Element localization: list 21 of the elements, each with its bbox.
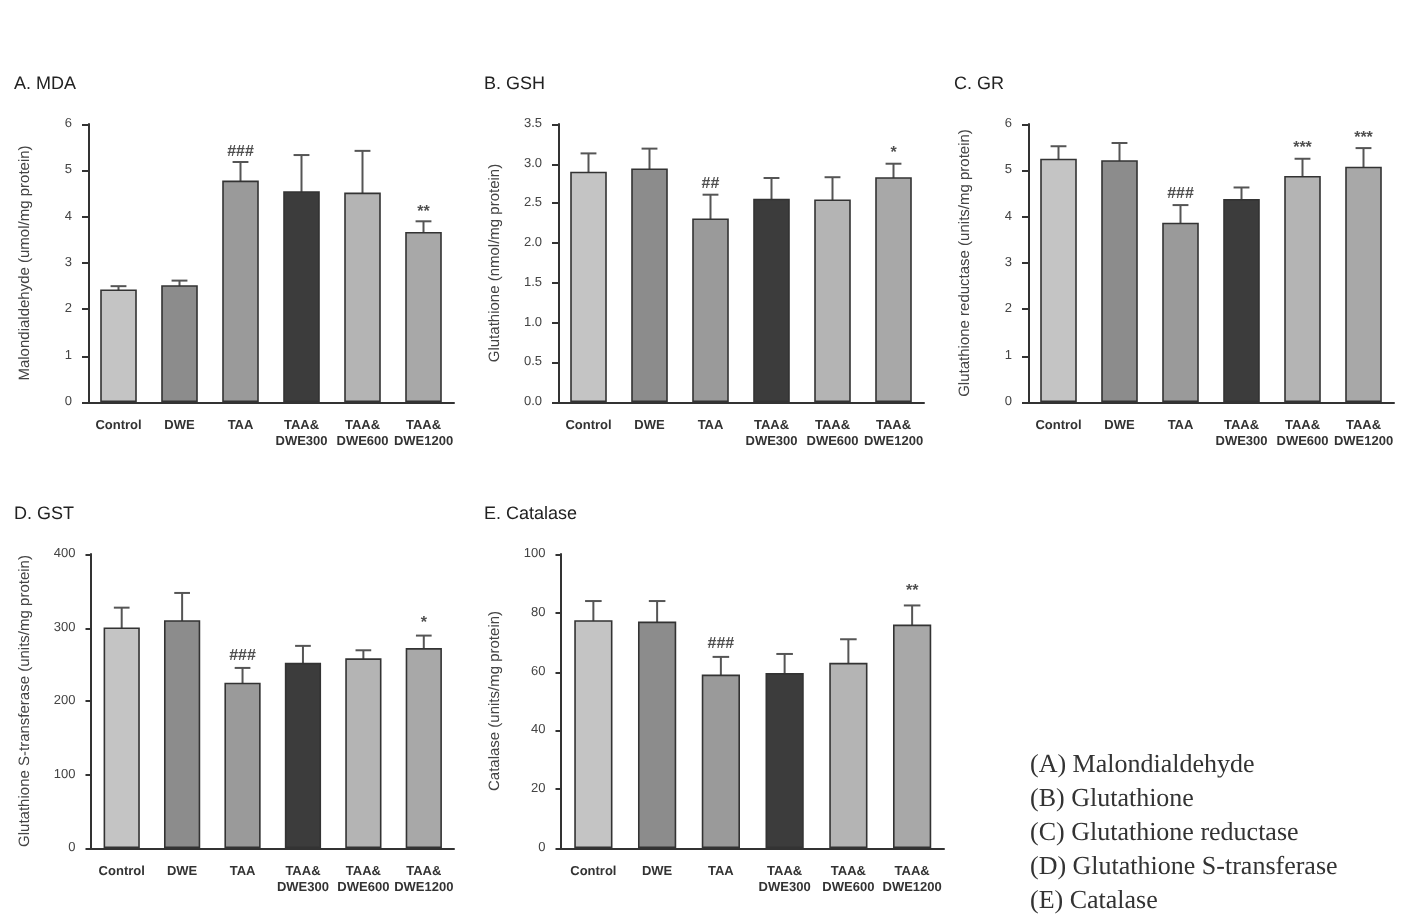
text: (C) Glutathione reductase: [1030, 814, 1301, 848]
annotation: ###: [227, 141, 255, 160]
chart-title: B. GSH: [484, 73, 546, 93]
annotation: ##: [701, 173, 721, 192]
text: (B) Glutathione: [1030, 780, 1196, 814]
chart-title: E. Catalase: [484, 503, 578, 523]
annotation: *: [890, 142, 899, 161]
annotation: **: [905, 581, 921, 600]
annotation: ***: [1354, 127, 1375, 146]
annotation: **: [417, 201, 432, 220]
chart-title: C. GR: [954, 73, 1005, 93]
annotation: *: [420, 612, 429, 631]
text: (D) Glutathione S-transferase: [1030, 848, 1340, 882]
annotation: ***: [1293, 138, 1314, 157]
chart-title: A. MDA: [14, 73, 77, 93]
text: (E) Catalase: [1030, 882, 1160, 916]
text: (A) Malondialdehyde: [1030, 746, 1257, 780]
annotation: ###: [707, 634, 736, 653]
chart-title: D. GST: [14, 503, 76, 523]
annotation: ###: [229, 645, 257, 664]
annotation: ###: [1167, 184, 1195, 203]
